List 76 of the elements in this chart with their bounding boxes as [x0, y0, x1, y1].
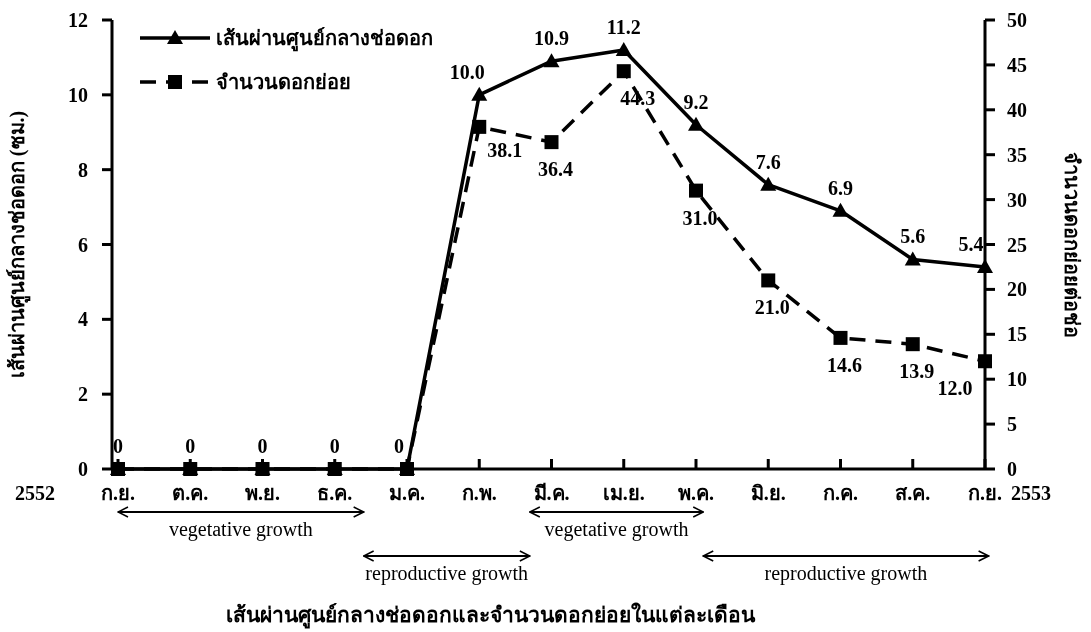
data-label: 31.0	[682, 206, 718, 229]
legend-label: จำนวนดอกย่อย	[216, 71, 351, 93]
data-label: 12.0	[937, 377, 973, 400]
point	[688, 116, 704, 131]
x-tick-label: พ.ย.	[245, 482, 280, 504]
point	[689, 183, 703, 198]
point	[616, 64, 631, 79]
x-tick-label: ก.ย.	[968, 482, 1002, 504]
data-label: 10.0	[449, 60, 485, 83]
data-label: 6.9	[828, 176, 853, 199]
y-tick-label: 2	[78, 383, 88, 406]
y2-tick-label: 45	[1007, 53, 1027, 76]
y2-tick-label: 15	[1007, 323, 1027, 346]
point	[904, 251, 921, 266]
y2-tick-label: 0	[1007, 458, 1017, 480]
x-tick-label: ม.ค.	[389, 482, 425, 504]
point	[760, 176, 777, 191]
y-tick-label: 6	[78, 233, 88, 256]
x-tick-label: ต.ค.	[172, 482, 209, 504]
y2-tick-label: 5	[1007, 413, 1017, 436]
y-tick-label: 12	[68, 9, 88, 31]
x-tick-label: ส.ค.	[895, 482, 931, 504]
data-label: 10.9	[534, 27, 569, 50]
x-tick-label: พ.ค.	[678, 482, 714, 504]
data-label: 11.2	[606, 15, 641, 38]
point	[832, 202, 849, 217]
data-label: 21.0	[754, 296, 790, 319]
x-tick-label: ก.ย.	[101, 482, 135, 504]
data-label: 36.4	[538, 158, 573, 181]
data-label: 0	[394, 435, 404, 457]
data-label: 38.1	[487, 138, 523, 161]
text: 2553	[1011, 482, 1051, 504]
y2-tick-label: 50	[1007, 9, 1027, 31]
text: vegetative growth	[168, 518, 313, 541]
point	[833, 330, 848, 345]
y2-tick-label: 40	[1007, 98, 1027, 121]
y2-axis-title: จำนวนดอกย่อยต่อช่อ	[1061, 151, 1083, 338]
y2-tick-label: 25	[1007, 233, 1027, 256]
y-tick-label: 4	[78, 308, 88, 331]
point	[761, 273, 776, 288]
y-tick-label: 0	[78, 458, 88, 480]
text: vegetative growth	[544, 518, 689, 541]
point	[471, 86, 488, 101]
x-tick-label: มิ.ย.	[750, 482, 786, 504]
data-label: 0	[113, 435, 123, 457]
y2-tick-label: 10	[1007, 368, 1027, 391]
x-tick-label: เม.ย.	[602, 482, 645, 504]
text: 2552	[15, 482, 55, 504]
point	[544, 135, 559, 150]
data-label: 0	[185, 435, 196, 457]
data-label: 0	[257, 435, 268, 457]
y2-tick-label: 20	[1007, 278, 1027, 301]
point	[978, 354, 992, 369]
y-tick-label: 8	[78, 158, 88, 181]
x-axis-title: เส้นผ่านศูนย์กลางช่อดอกและจำนวนดอกย่อยในแต่ละเดือน	[225, 602, 756, 629]
data-label: 7.6	[755, 150, 781, 173]
point	[905, 337, 920, 352]
y2-tick-label: 30	[1007, 188, 1027, 211]
data-label: 14.6	[827, 353, 862, 376]
x-tick-label: มี.ค.	[533, 482, 570, 504]
text: reproductive growth	[365, 562, 529, 585]
data-label: 5.6	[900, 225, 926, 248]
text: reproductive growth	[764, 562, 928, 585]
data-label: 0	[329, 435, 340, 457]
point	[615, 41, 632, 56]
point	[543, 53, 560, 68]
data-label: 13.9	[899, 360, 935, 383]
legend-label: เส้นผ่านศูนย์กลางช่อดอก	[216, 27, 433, 52]
y2-tick-label: 35	[1007, 143, 1027, 166]
x-tick-label: ก.ค.	[823, 482, 858, 504]
y-tick-label: 10	[68, 83, 88, 106]
data-label: 5.4	[958, 232, 984, 255]
x-tick-label: ก.พ.	[461, 482, 497, 504]
data-label: 9.2	[683, 90, 709, 113]
y-axis-title: เส้นผ่านศูนย์กลางช่อดอก (ซม.)	[6, 110, 31, 379]
x-tick-label: ธ.ค.	[317, 482, 353, 504]
